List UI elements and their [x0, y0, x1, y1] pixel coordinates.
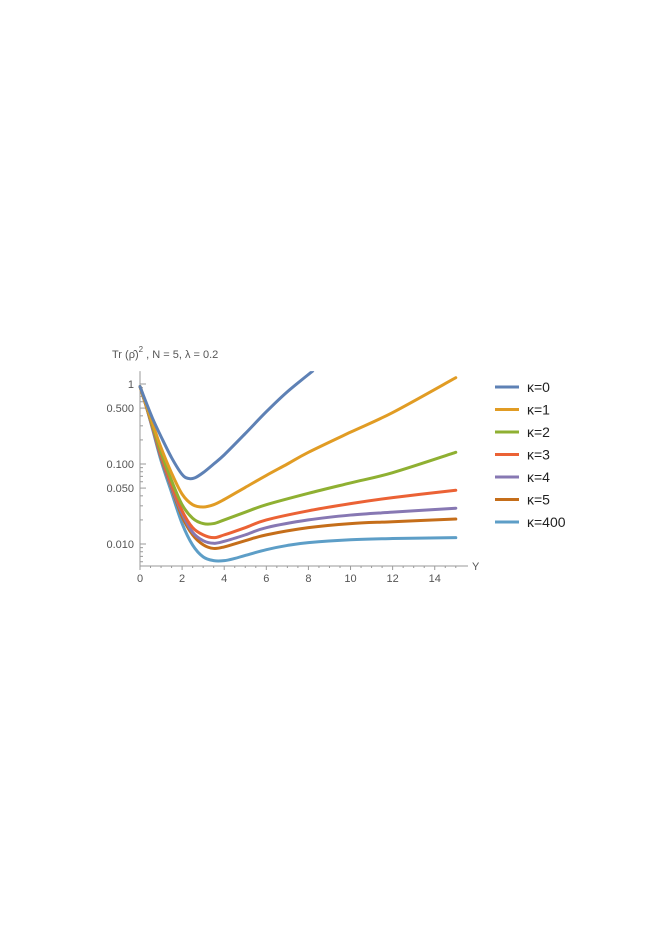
x-axis-title: Y [472, 561, 480, 573]
chart-title: Tr (ρ̂)2 , N = 5, λ = 0.2 [112, 345, 218, 361]
y-tick-label: 0.500 [106, 403, 134, 415]
x-tick-label: 14 [429, 573, 441, 585]
x-tick-label: 2 [179, 573, 185, 585]
legend-label: κ=4 [527, 469, 550, 485]
y-tick-label: 0.100 [106, 459, 134, 471]
y-tick-label: 0.010 [106, 539, 134, 551]
series-line [138, 385, 458, 526]
series-line [138, 371, 315, 481]
series-line [138, 385, 458, 540]
legend-label: κ=1 [527, 402, 550, 418]
legend-label: κ=0 [527, 379, 550, 395]
axes: 0 2 4 6 8 10 12 14 Y 1 0.500 0.100 0.050 0.010 [106, 371, 480, 585]
y-tick-label: 0.050 [106, 483, 134, 495]
legend-label: κ=400 [527, 514, 566, 530]
x-tick-label: 8 [305, 573, 311, 585]
x-tick-label: 12 [387, 573, 399, 585]
x-tick-label: 0 [137, 573, 143, 585]
legend-label: κ=3 [527, 447, 550, 463]
legend: κ=0 κ=1 κ=2 κ=3 κ=4 κ=5 κ=400 [495, 379, 566, 530]
legend-label: κ=2 [527, 424, 550, 440]
x-tick-label: 10 [344, 573, 356, 585]
series-line [138, 376, 458, 509]
x-tick-label: 4 [221, 573, 227, 585]
series-lines [138, 371, 458, 563]
y-tick-label: 1 [128, 379, 134, 391]
x-tick-label: 6 [263, 573, 269, 585]
legend-label: κ=5 [527, 492, 550, 508]
series-line [138, 385, 458, 563]
